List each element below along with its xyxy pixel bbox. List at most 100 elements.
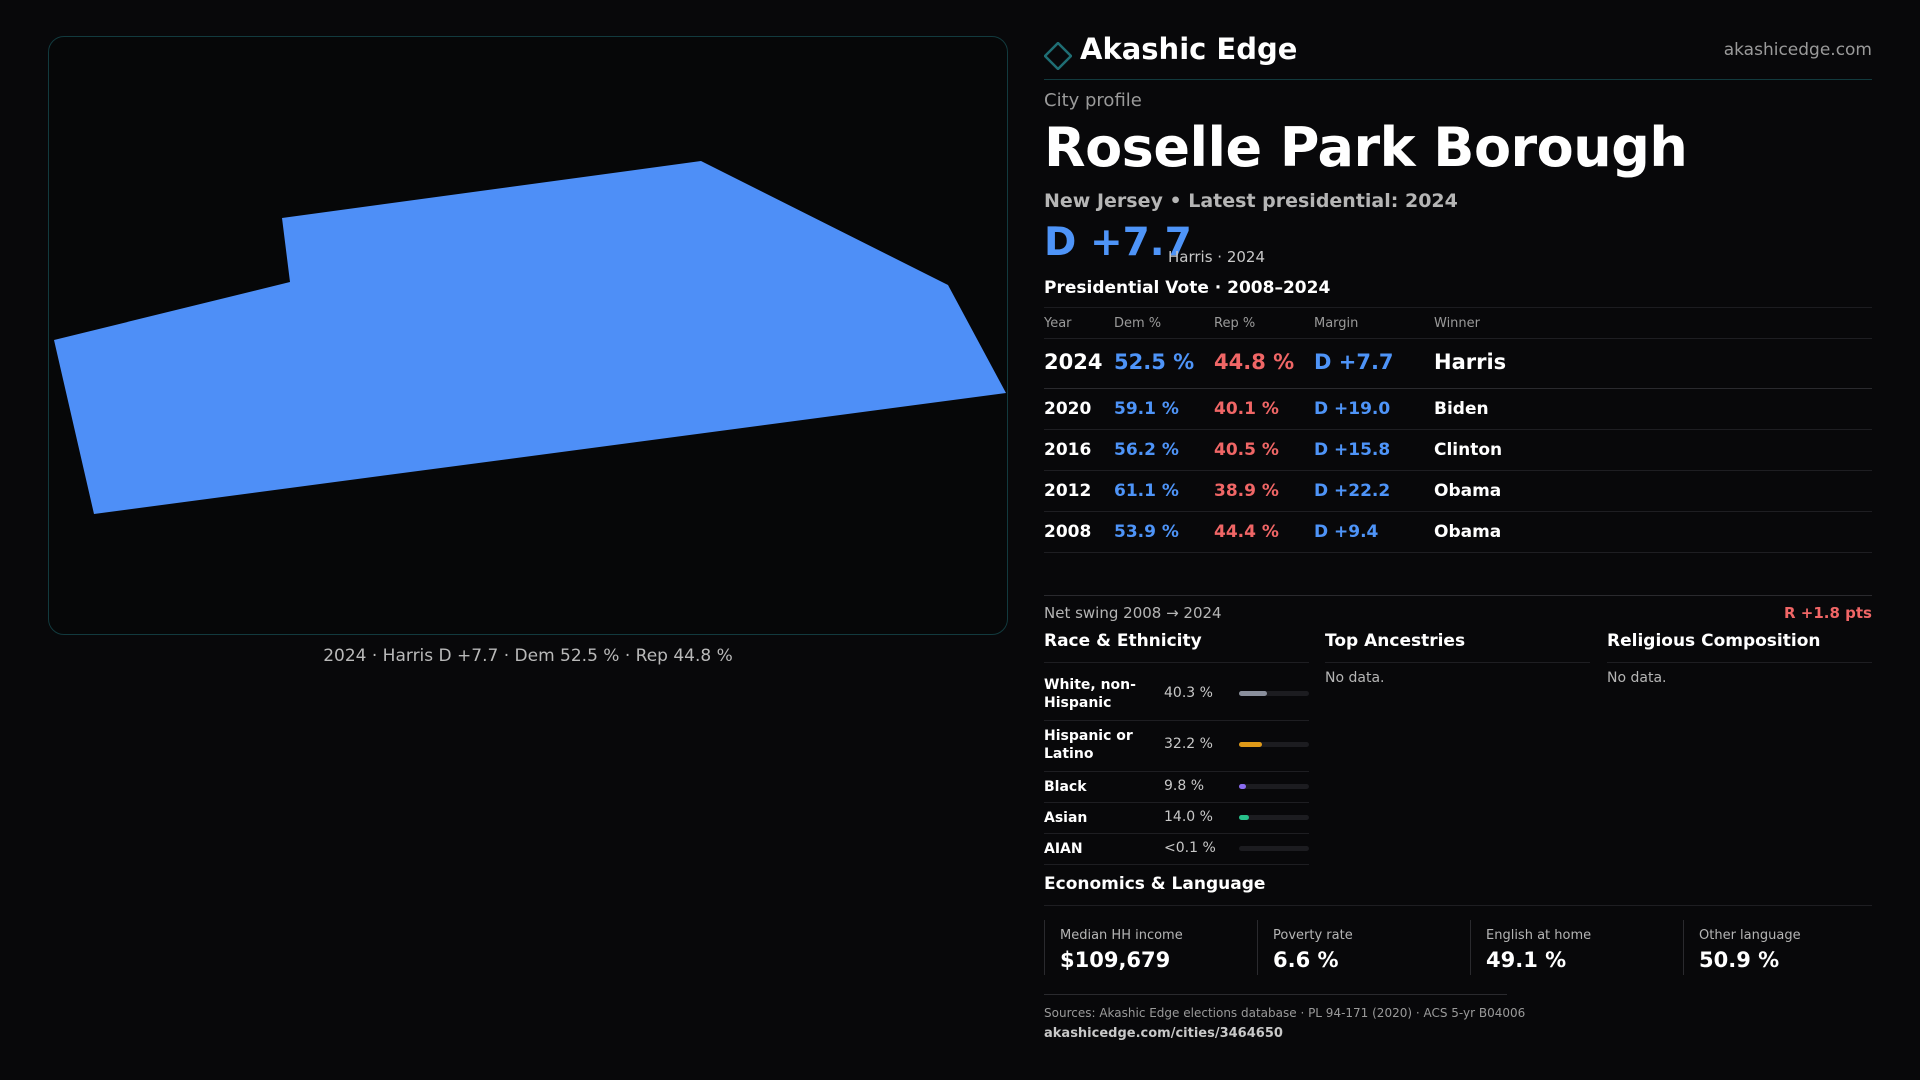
religion-section-title: Religious Composition [1607, 631, 1821, 651]
race-divider [1044, 662, 1309, 663]
race-bar-track [1239, 742, 1309, 747]
ancestries-section-title: Top Ancestries [1325, 631, 1466, 651]
table-row: 2012 61.1 % 38.9 % D +22.2 Obama [1044, 471, 1872, 512]
race-pct: 40.3 % [1164, 685, 1213, 701]
economics-section-title: Economics & Language [1044, 874, 1266, 894]
race-bar-track [1239, 784, 1309, 789]
race-bar-fill [1239, 815, 1249, 820]
profile-panel: Akashic Edge akashicedge.com City profil… [1044, 30, 1872, 1070]
race-label: White, non-Hispanic [1044, 677, 1136, 711]
cell-year: 2020 [1044, 399, 1092, 419]
stat-label: Poverty rate [1273, 928, 1353, 943]
header-dem: Dem % [1114, 316, 1162, 331]
city-boundary-shape[interactable] [54, 161, 1006, 514]
race-pct: 9.8 % [1164, 778, 1205, 794]
header-winner: Winner [1434, 316, 1481, 331]
cell-rep: 40.5 % [1214, 440, 1279, 460]
stat-english-at-home: English at home 49.1 % [1470, 920, 1660, 975]
ancestries-divider [1325, 662, 1590, 663]
religion-divider [1607, 662, 1872, 663]
race-label: Hispanic or Latino [1044, 728, 1133, 762]
stat-label: Median HH income [1060, 928, 1183, 943]
list-item: Black 9.8 % [1044, 772, 1309, 803]
ancestries-empty: No data. [1325, 670, 1385, 686]
cell-rep: 40.1 % [1214, 399, 1279, 419]
latest-margin-detail: Harris · 2024 [1168, 248, 1266, 266]
cell-dem: 61.1 % [1114, 481, 1179, 501]
header-year: Year [1044, 316, 1072, 331]
cell-rep: 44.8 % [1214, 350, 1295, 374]
diamond-icon [1044, 42, 1072, 70]
header-margin: Margin [1314, 316, 1359, 331]
stat-value: 49.1 % [1486, 948, 1567, 972]
vote-table: Year Dem % Rep % Margin Winner 2024 52.5… [1044, 307, 1872, 553]
race-pct: 14.0 % [1164, 809, 1213, 825]
race-bar-fill [1239, 784, 1246, 789]
list-item: AIAN <0.1 % [1044, 834, 1309, 865]
profile-kicker: City profile [1044, 90, 1142, 111]
cell-rep: 44.4 % [1214, 522, 1279, 542]
race-bar-track [1239, 815, 1309, 820]
map-panel [48, 36, 1008, 635]
stat-poverty-rate: Poverty rate 6.6 % [1257, 920, 1447, 975]
cell-margin: D +19.0 [1314, 399, 1391, 419]
cell-winner: Clinton [1434, 440, 1503, 460]
religion-empty: No data. [1607, 670, 1667, 686]
stat-label: Other language [1699, 928, 1801, 943]
table-row: 2016 56.2 % 40.5 % D +15.8 Clinton [1044, 430, 1872, 471]
race-pct: 32.2 % [1164, 736, 1213, 752]
city-boundary-map [54, 161, 1006, 514]
cell-dem: 53.9 % [1114, 522, 1179, 542]
race-label: AIAN [1044, 841, 1083, 857]
stat-value: $109,679 [1060, 948, 1171, 972]
latest-margin: D +7.7 [1044, 220, 1192, 265]
race-bar-track [1239, 691, 1309, 696]
table-row: 2008 53.9 % 44.4 % D +9.4 Obama [1044, 512, 1872, 553]
race-bar-track [1239, 846, 1309, 851]
sources-text: Sources: Akashic Edge elections database… [1044, 1006, 1526, 1020]
cell-margin: D +22.2 [1314, 481, 1391, 501]
table-row: 2020 59.1 % 40.1 % D +19.0 Biden [1044, 389, 1872, 430]
race-pct: <0.1 % [1164, 840, 1216, 856]
page-title: Roselle Park Borough [1044, 116, 1688, 179]
cell-dem: 56.2 % [1114, 440, 1179, 460]
race-label: Black [1044, 779, 1087, 795]
list-item: Asian 14.0 % [1044, 803, 1309, 834]
stat-median-income: Median HH income $109,679 [1044, 920, 1234, 975]
stat-value: 6.6 % [1273, 948, 1339, 972]
race-label: Asian [1044, 810, 1088, 826]
cell-winner: Biden [1434, 399, 1489, 419]
cell-year: 2024 [1044, 350, 1103, 374]
net-swing-value: R +1.8 pts [1784, 604, 1872, 622]
economics-divider [1044, 905, 1872, 906]
map-caption: 2024 · Harris D +7.7 · Dem 52.5 % · Rep … [323, 646, 733, 666]
cell-dem: 59.1 % [1114, 399, 1179, 419]
cell-year: 2016 [1044, 440, 1092, 460]
net-swing-row: Net swing 2008 → 2024 R +1.8 pts [1044, 595, 1872, 625]
cell-winner: Harris [1434, 350, 1507, 374]
cell-winner: Obama [1434, 522, 1502, 542]
net-swing-label: Net swing 2008 → 2024 [1044, 604, 1222, 622]
brand-bar: Akashic Edge akashicedge.com [1044, 30, 1872, 80]
header-rep: Rep % [1214, 316, 1256, 331]
cell-margin: D +15.8 [1314, 440, 1391, 460]
vote-table-header: Year Dem % Rep % Margin Winner [1044, 308, 1872, 339]
profile-subtitle: New Jersey • Latest presidential: 2024 [1044, 190, 1458, 212]
list-item: White, non-Hispanic 40.3 % [1044, 670, 1309, 721]
economics-grid: Median HH income $109,679 Poverty rate 6… [1044, 920, 1872, 1000]
stat-other-language: Other language 50.9 % [1683, 920, 1873, 975]
cell-margin: D +7.7 [1314, 350, 1394, 374]
brand-name[interactable]: Akashic Edge [1080, 32, 1298, 66]
cell-margin: D +9.4 [1314, 522, 1379, 542]
table-row: 2024 52.5 % 44.8 % D +7.7 Harris [1044, 339, 1872, 389]
stat-label: English at home [1486, 928, 1592, 943]
vote-section-title: Presidential Vote · 2008–2024 [1044, 278, 1331, 298]
sources-divider [1044, 994, 1507, 995]
list-item: Hispanic or Latino 32.2 % [1044, 721, 1309, 772]
stat-value: 50.9 % [1699, 948, 1780, 972]
cell-rep: 38.9 % [1214, 481, 1279, 501]
brand-url[interactable]: akashicedge.com [1723, 40, 1872, 60]
source-link[interactable]: akashicedge.com/cities/3464650 [1044, 1026, 1283, 1041]
cell-year: 2008 [1044, 522, 1092, 542]
race-bar-fill [1239, 742, 1262, 747]
